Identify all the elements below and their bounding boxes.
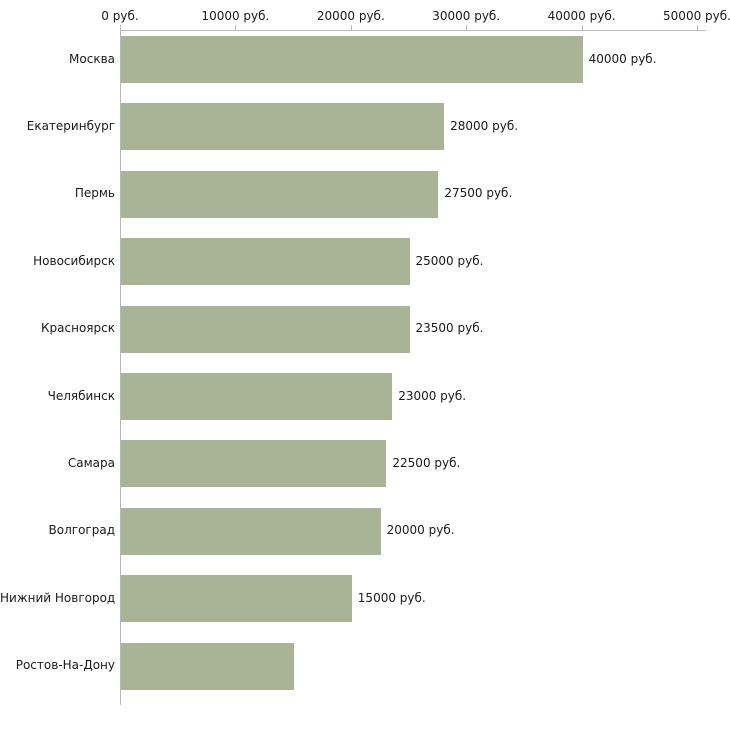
bar	[121, 575, 352, 623]
bar	[121, 373, 393, 420]
value-label: 27500 руб.	[444, 186, 513, 201]
bar	[121, 642, 295, 690]
x-tick-label: 0 руб.	[101, 9, 139, 23]
category-label: Красноярск	[41, 321, 115, 336]
bar	[121, 103, 445, 151]
category-label: Волгоград	[48, 523, 115, 538]
category-label: Новосибирск	[33, 253, 115, 268]
x-tick	[120, 25, 121, 30]
value-label: 15000 руб.	[357, 590, 426, 605]
category-label: Челябинск	[47, 388, 115, 403]
category-label: Пермь	[74, 186, 115, 201]
x-tick-label: 40000 руб.	[547, 9, 616, 23]
bar	[121, 507, 381, 555]
bar	[121, 36, 583, 83]
category-label: Екатеринбург	[26, 118, 115, 133]
value-label: 40000 руб.	[588, 51, 657, 66]
x-tick	[581, 25, 583, 30]
value-label: 28000 руб.	[450, 118, 519, 133]
bar	[121, 305, 410, 353]
bar	[121, 440, 387, 488]
category-label: Нижний Новгород	[0, 590, 116, 605]
x-tick	[350, 25, 352, 30]
category-label: Москва	[69, 51, 115, 66]
x-tick	[697, 25, 698, 30]
x-tick	[235, 25, 237, 30]
x-tick-label: 30000 руб.	[432, 9, 501, 23]
category-label: Ростов-На-Дону	[15, 658, 115, 673]
x-tick-label: 20000 руб.	[316, 9, 385, 23]
y-axis-line	[120, 30, 121, 705]
category-label: Самара	[67, 455, 115, 470]
x-tick	[466, 25, 468, 30]
x-axis-line	[120, 30, 706, 31]
bar	[121, 238, 410, 286]
value-label: 23000 руб.	[398, 388, 467, 403]
x-tick-label: 10000 руб.	[201, 9, 270, 23]
value-label: 20000 руб.	[386, 523, 455, 538]
value-label: 22500 руб.	[392, 455, 461, 470]
value-label: 25000 руб.	[415, 253, 484, 268]
bar	[121, 170, 439, 218]
value-label: 23500 руб.	[415, 321, 484, 336]
x-tick-label: 50000 руб.	[663, 9, 730, 23]
